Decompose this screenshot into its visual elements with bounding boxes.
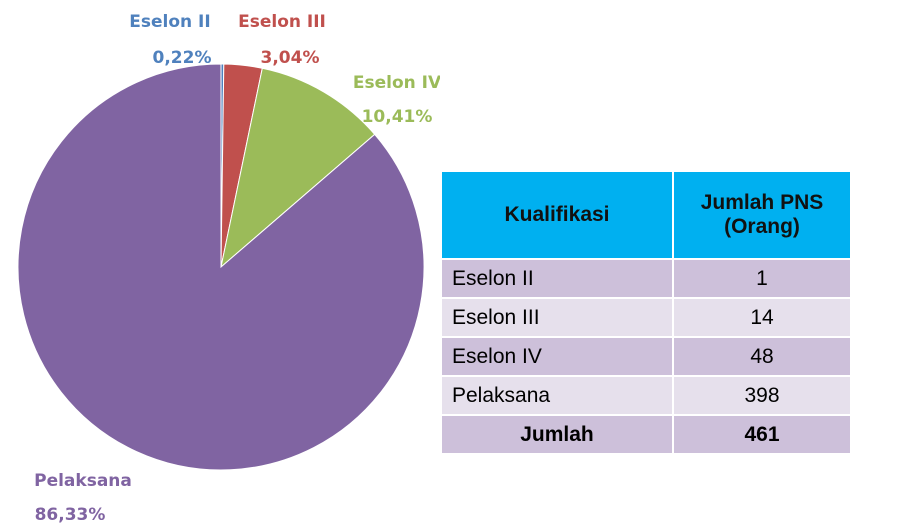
header-cell: Kualifikasi: [440, 170, 674, 260]
cell: 48: [672, 336, 852, 377]
cell: 461: [672, 414, 852, 455]
slice-label: Eselon IV: [353, 73, 440, 93]
table-row: Pelaksana 398: [440, 375, 852, 416]
cell: Eselon III: [440, 297, 674, 338]
cell: 398: [672, 375, 852, 416]
slice-label: Eselon III: [238, 12, 326, 32]
cell: Eselon IV: [440, 336, 674, 377]
cell: 1: [672, 258, 852, 299]
total-row: Jumlah 461: [440, 414, 852, 455]
table-body: Eselon II 1 Eselon III 14 Eselon IV 48 Pelaksa…: [440, 258, 852, 455]
table-row: Eselon III 14: [440, 297, 852, 338]
data-table: Kualifikasi Jumlah PNS (Orang) Eselon II…: [440, 170, 852, 455]
slice-label: Pelaksana: [34, 471, 132, 491]
cell: Eselon II: [440, 258, 674, 299]
slice-value-label: 86,33%: [35, 505, 106, 525]
cell: Pelaksana: [440, 375, 674, 416]
pie-slice: [220, 67, 376, 269]
pie-chart: Eselon II 0,22% Eselon III 3,04% Eselon IV 10…: [17, 12, 440, 525]
header-cell: Jumlah PNS (Orang): [672, 170, 852, 260]
cell: Jumlah: [440, 414, 674, 455]
slice-value-label: 0,22%: [153, 48, 212, 68]
table-row: Eselon IV 48: [440, 336, 852, 377]
slice-value-label: 3,04%: [261, 48, 320, 68]
slice-label: Eselon II: [129, 12, 210, 32]
slice-value-label: 10,41%: [362, 107, 433, 127]
table-row: Eselon II 1: [440, 258, 852, 299]
pie-slice: [17, 63, 425, 471]
cell: 14: [672, 297, 852, 338]
